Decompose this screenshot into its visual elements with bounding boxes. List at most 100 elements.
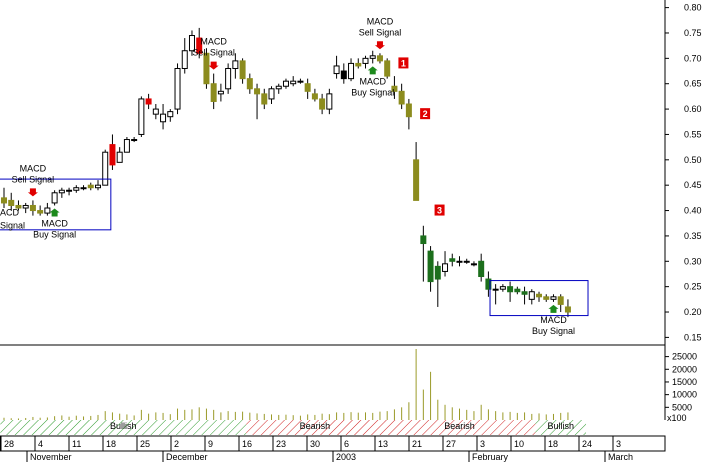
candle (116, 147, 123, 163)
date-tick-label: 18 (106, 439, 116, 449)
numbered-marker: 3 (434, 204, 445, 216)
candle (29, 200, 36, 216)
candle (319, 93, 326, 115)
cut-annotation-text: ACD (0, 208, 20, 218)
candle-body (167, 111, 174, 118)
price-tick-label: 0.75 (684, 28, 702, 38)
candle-body (102, 151, 109, 186)
trend-band-2 (383, 420, 536, 435)
numbered-marker-label: 2 (423, 109, 428, 119)
candle (427, 246, 434, 292)
price-tick-label: 0.20 (684, 307, 702, 317)
candle (217, 83, 224, 102)
candle (485, 271, 492, 297)
candles (1, 27, 571, 318)
candle-body (290, 80, 297, 85)
candle-body (456, 260, 463, 263)
annotation-text: MACD (20, 163, 47, 173)
date-tick-label: 23 (276, 439, 286, 449)
date-tick-label: 13 (378, 439, 388, 449)
candle (225, 63, 232, 94)
candle-body (384, 60, 391, 77)
candle (543, 294, 550, 302)
candle (51, 190, 58, 206)
candle-body (297, 80, 304, 83)
candle (102, 149, 109, 186)
candle-body (73, 187, 80, 191)
candle-body (232, 60, 239, 69)
candle (268, 86, 275, 105)
candle (152, 104, 159, 120)
annotation-text: MACD (41, 218, 68, 228)
candle-body (123, 139, 130, 153)
month-label: December (166, 452, 208, 462)
buy-arrow-icon (548, 304, 559, 313)
date-tick-label: 11 (72, 439, 81, 449)
date-tick-label: 27 (446, 439, 456, 449)
price-tick-label: 0.50 (684, 155, 702, 165)
annotation-text: MACD (200, 37, 227, 47)
candle (167, 109, 174, 122)
candle (188, 30, 195, 56)
candle-body (181, 50, 188, 69)
date-tick-label: 4 (38, 439, 43, 449)
candle (391, 76, 398, 99)
candle (478, 253, 485, 282)
candle (297, 78, 304, 84)
date-tick-label: 3 (480, 439, 485, 449)
price-tick-label: 0.70 (684, 53, 702, 63)
candle (463, 258, 470, 264)
candle (254, 83, 261, 120)
candle (420, 225, 427, 282)
candle-body (355, 62, 362, 67)
numbered-marker-box (420, 108, 431, 120)
date-tick-label: 16 (242, 439, 252, 449)
candle-body (261, 93, 268, 105)
highlight-box-1 (489, 280, 589, 317)
candle-body (311, 93, 318, 100)
candle-body (275, 85, 282, 90)
candle-body (203, 52, 210, 85)
candle (66, 187, 73, 196)
candle (384, 58, 391, 79)
date-axis-frame (0, 435, 666, 452)
candle-body (442, 263, 449, 272)
price-tick-label: 0.45 (684, 180, 702, 190)
candle (376, 53, 383, 64)
candle (304, 78, 311, 99)
candle-body (145, 98, 152, 105)
month-label: 2003 (336, 452, 356, 462)
candle (340, 63, 347, 84)
candle-body (58, 189, 65, 194)
candle-body (550, 296, 557, 300)
candle (456, 256, 463, 267)
candle-body (478, 260, 485, 278)
volume-bars (3, 349, 569, 420)
candle (94, 180, 101, 191)
price-tick-label: 0.60 (684, 104, 702, 114)
candle-body (80, 187, 87, 190)
candle (434, 261, 441, 307)
month-label: March (608, 452, 633, 462)
date-tick-label: 6 (344, 439, 349, 449)
candle-body (391, 85, 398, 92)
candle (470, 261, 477, 267)
candle-body (196, 37, 203, 54)
candle (246, 73, 253, 94)
candle-body (225, 67, 232, 90)
candle-body (405, 103, 412, 118)
trend-band-1 (246, 420, 384, 435)
date-tick-label: 18 (548, 439, 558, 449)
candle-body (420, 235, 427, 245)
candle-body (514, 288, 521, 293)
numbered-marker: 2 (420, 108, 431, 120)
highlight-box-0 (0, 178, 112, 231)
annotation-text: Sell Signal (192, 48, 235, 58)
candle-body (210, 83, 217, 102)
candle (174, 63, 181, 115)
candle (239, 58, 246, 84)
candle (564, 299, 571, 318)
volume-tick-label: 10000 (672, 390, 697, 400)
candle (1, 187, 7, 209)
